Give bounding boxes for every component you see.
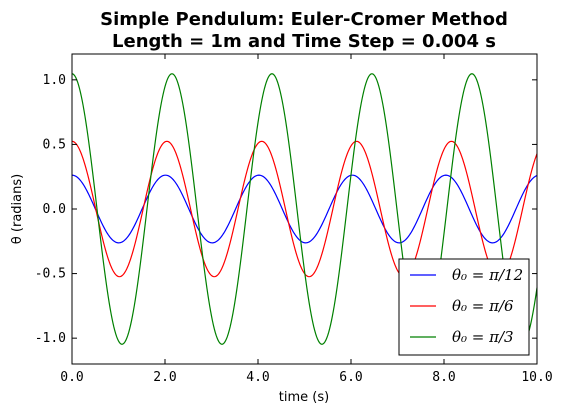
chart-title-line-2: Length = 1m and Time Step = 0.004 s	[112, 31, 496, 52]
x-tick-label: 10.0	[521, 370, 552, 385]
y-axis-label: θ (radians)	[10, 174, 25, 244]
x-tick-label: 6.0	[339, 370, 362, 385]
x-tick-label: 4.0	[246, 370, 269, 385]
legend-label-3: θ₀ = π/3	[452, 328, 514, 346]
y-tick-label: 0.0	[43, 202, 66, 217]
legend-label-1: θ₀ = π/12	[452, 266, 523, 284]
ticks: 0.0 2.0 4.0 6.0 8.0 10.0 1.0 0.5 0.0 -0.5 -1.0	[35, 54, 553, 385]
legend-label-2: θ₀ = π/6	[452, 297, 514, 315]
plot-lines	[71, 73, 538, 345]
y-tick-label: 0.5	[43, 137, 66, 152]
y-tick-label: -1.0	[35, 331, 66, 346]
y-tick-label: -0.5	[35, 267, 66, 282]
y-tick-label: 1.0	[43, 73, 66, 88]
series-line-1	[71, 174, 538, 244]
series-line-3	[71, 73, 538, 345]
x-tick-label: 2.0	[153, 370, 176, 385]
x-tick-label: 8.0	[432, 370, 455, 385]
x-tick-label: 0.0	[60, 370, 83, 385]
chart-title-line-1: Simple Pendulum: Euler-Cromer Method	[100, 9, 508, 30]
x-axis-label: time (s)	[279, 390, 329, 405]
legend: θ₀ = π/12 θ₀ = π/6 θ₀ = π/3	[398, 258, 530, 356]
